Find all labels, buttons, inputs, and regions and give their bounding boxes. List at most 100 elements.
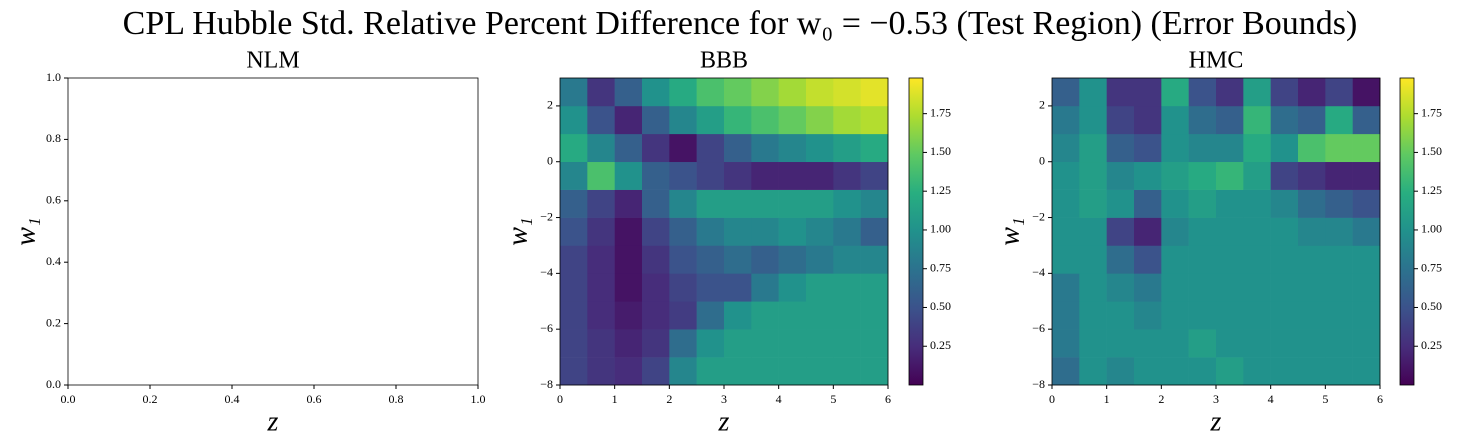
x-tick-label: 0.2 [143,392,158,406]
heatmap-cell [833,245,861,274]
heatmap-cell [1270,105,1299,135]
heatmap-cell [1270,189,1299,218]
heatmap-cell [1106,105,1135,135]
heatmap-cell [1270,217,1299,246]
heatmap-cell [1134,189,1162,218]
y-axis-label: w₁ [10,217,41,245]
heatmap-cell [669,301,697,330]
heatmap-cell [1079,217,1107,246]
heatmap-cell [1052,105,1080,135]
heatmap-cell [696,301,725,330]
heatmap-cell [587,161,615,190]
heatmap-cell [1243,217,1271,246]
heatmap-cell [1298,329,1326,358]
x-tick-label: 4 [1268,392,1274,406]
heatmap-cell [1134,245,1162,274]
heatmap-cell [642,161,670,190]
y-axis-label: w₁ [994,217,1025,245]
axes-frame [67,77,479,386]
heatmap-cell [1243,133,1271,163]
heatmap-cell [1188,105,1217,135]
heatmap-cell [1106,273,1135,302]
heatmap-cell [1216,161,1244,190]
heatmap-cell [1052,217,1080,246]
heatmap-cell [1352,329,1381,358]
heatmap-cell [1161,78,1189,107]
colorbar-tick-label: 0.75 [1421,260,1442,274]
heatmap-cell [669,133,697,163]
heatmap-cell [1188,329,1217,358]
heatmap-cell [642,273,670,302]
heatmap-cell [751,161,779,190]
x-tick-label: 6 [885,392,891,406]
heatmap-cell [778,78,807,107]
heatmap-cell [833,189,861,218]
heatmap-cell [1079,78,1107,107]
heatmap-cell [696,273,725,302]
heatmap-cell [696,105,725,135]
heatmap-cell [1106,329,1135,358]
heatmap-cell [1325,217,1353,246]
heatmap-cell [806,217,834,246]
heatmap-cell [833,301,861,330]
y-tick-label: 0.8 [46,131,61,145]
heatmap-cell [751,105,779,135]
heatmap-cell [724,273,752,302]
x-tick-label: 6 [1377,392,1383,406]
heatmap-cell [860,245,889,274]
heatmap-cell [696,357,725,386]
heatmap-cell [587,273,615,302]
heatmap-cell [1188,273,1217,302]
heatmap-cell [614,161,643,190]
heatmap-cell [724,329,752,358]
heatmap-cell [860,217,889,246]
colorbar-tick-label: 0.75 [930,260,951,274]
heatmap-cell [860,133,889,163]
heatmap-cell [1134,301,1162,330]
heatmap-cell [669,273,697,302]
heatmap-cell [833,133,861,163]
x-tick-label: 1.0 [471,392,486,406]
heatmap-cell [1134,329,1162,358]
y-tick-label: −4 [1032,265,1045,279]
colorbar-tick-label: 1.50 [930,144,951,158]
heatmap-cell [1052,357,1080,386]
heatmap-cell [724,217,752,246]
heatmap-cell [860,161,889,190]
heatmap-cell [642,357,670,386]
x-tick-label: 2 [666,392,672,406]
heatmap-cell [614,78,643,107]
colorbar-tick-label: 1.00 [930,222,951,236]
heatmap-cell [1352,189,1381,218]
heatmap-cell [724,245,752,274]
heatmap-cell [1161,133,1189,163]
heatmap-cell [778,245,807,274]
heatmap-cell [833,273,861,302]
heatmap-cell [1325,133,1353,163]
panel-title: BBB [700,48,748,74]
heatmap-cell [1243,245,1271,274]
x-tick-label: 0 [1049,392,1055,406]
heatmap-cell [614,245,643,274]
heatmap-cell [860,329,889,358]
y-tick-label: 0.2 [46,315,61,329]
heatmap-cell [1298,357,1326,386]
heatmap-cell [560,105,588,135]
x-tick-label: 5 [830,392,836,406]
heatmap-cell [1352,301,1381,330]
heatmap-cell [1161,189,1189,218]
heatmap-cell [1079,357,1107,386]
heatmap-cell [724,78,752,107]
heatmap-cell [751,329,779,358]
heatmap-cell [1188,133,1217,163]
heatmap-cell [1134,161,1162,190]
heatmap-cell [1161,301,1189,330]
heatmap-cell [1052,273,1080,302]
heatmap-cell [560,161,588,190]
y-axis-label: w₁ [502,217,533,245]
colorbar-tick-label: 1.25 [1421,183,1442,197]
heatmap-cell [1298,273,1326,302]
heatmap-cell [1352,105,1381,135]
